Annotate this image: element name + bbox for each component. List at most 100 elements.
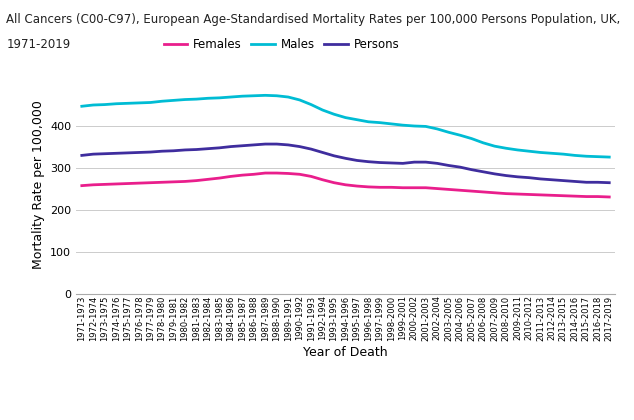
Persons (605, 180, 613, 185)
Males (468, 136, 476, 141)
Persons (89, 152, 97, 157)
Persons (353, 158, 361, 163)
Females (479, 189, 487, 194)
Males (365, 119, 372, 124)
Females (89, 182, 97, 187)
Persons (285, 142, 292, 147)
Persons (101, 151, 108, 156)
Y-axis label: Mortality Rate per 100,000: Mortality Rate per 100,000 (32, 100, 44, 269)
Females (101, 182, 108, 187)
Line: Females: Females (82, 173, 609, 197)
Persons (112, 151, 120, 156)
Persons (399, 161, 406, 166)
Females (445, 187, 453, 192)
Text: 1971-2019: 1971-2019 (6, 38, 70, 51)
Females (250, 172, 257, 177)
Males (89, 102, 97, 108)
Males (342, 115, 349, 120)
Females (124, 181, 131, 186)
Persons (365, 159, 372, 164)
Males (434, 126, 441, 131)
Males (250, 93, 257, 98)
Persons (548, 177, 556, 182)
Persons (525, 175, 533, 180)
Persons (147, 150, 155, 155)
Males (101, 102, 108, 107)
Females (342, 182, 349, 187)
Females (307, 174, 315, 179)
Females (273, 171, 280, 176)
Females (376, 185, 384, 190)
Persons (261, 142, 269, 147)
Females (193, 178, 200, 183)
Persons (238, 143, 246, 148)
Females (514, 192, 521, 197)
Males (296, 97, 304, 102)
Males (411, 123, 418, 129)
Males (583, 154, 590, 159)
Persons (456, 165, 464, 170)
Males (387, 121, 395, 126)
Females (216, 176, 223, 181)
Males (514, 147, 521, 152)
Males (479, 140, 487, 145)
Persons (330, 153, 338, 158)
Females (605, 194, 613, 200)
Persons (583, 180, 590, 185)
Females (468, 189, 476, 194)
Females (319, 177, 327, 182)
Persons (491, 171, 498, 176)
Males (147, 100, 155, 105)
Persons (445, 163, 453, 168)
Females (571, 194, 579, 199)
Females (422, 185, 430, 190)
Females (181, 179, 189, 184)
Persons (342, 156, 349, 161)
Males (273, 93, 280, 98)
Persons (536, 176, 544, 181)
Persons (422, 160, 430, 165)
Males (491, 144, 498, 149)
Females (594, 194, 602, 199)
Females (399, 185, 406, 190)
Females (147, 180, 155, 185)
Females (238, 173, 246, 178)
Males (536, 150, 544, 155)
Males (170, 98, 178, 103)
Females (112, 181, 120, 186)
Persons (411, 160, 418, 165)
Females (285, 171, 292, 176)
Persons (571, 179, 579, 184)
Males (204, 96, 212, 101)
Females (78, 183, 86, 188)
Persons (468, 167, 476, 172)
Females (365, 184, 372, 189)
Males (307, 102, 315, 107)
Persons (124, 150, 131, 155)
Persons (387, 160, 395, 165)
Males (261, 93, 269, 98)
Females (170, 179, 178, 184)
Text: All Cancers (C00-C97), European Age-Standardised Mortality Rates per 100,000 Per: All Cancers (C00-C97), European Age-Stan… (6, 13, 621, 26)
Persons (181, 147, 189, 152)
Persons (135, 150, 143, 155)
Males (594, 154, 602, 159)
Females (583, 194, 590, 199)
X-axis label: Year of Death: Year of Death (303, 346, 388, 360)
Females (502, 191, 510, 196)
Females (204, 177, 212, 182)
Males (376, 120, 384, 125)
Males (353, 117, 361, 122)
Males (193, 97, 200, 102)
Persons (319, 150, 327, 155)
Males (502, 146, 510, 151)
Males (605, 155, 613, 160)
Persons (307, 147, 315, 152)
Females (227, 174, 235, 179)
Males (525, 149, 533, 154)
Males (445, 130, 453, 135)
Persons (158, 149, 166, 154)
Males (319, 108, 327, 113)
Females (536, 192, 544, 197)
Males (124, 101, 131, 106)
